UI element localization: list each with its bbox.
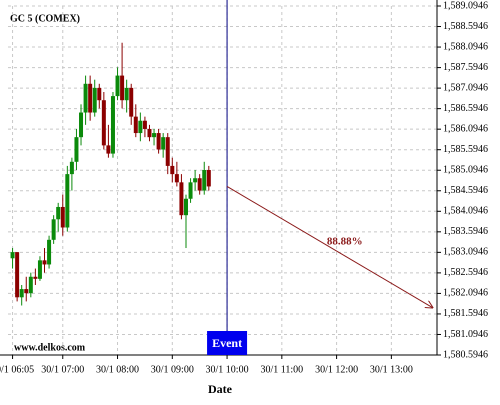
y-tick-label: 1,581.0946 (443, 329, 488, 340)
y-tick-label: 1,589.0946 (443, 0, 488, 11)
x-tick-label: 30/1 07:00 (41, 364, 84, 375)
candle-body (161, 137, 166, 150)
candle-body (156, 133, 161, 150)
candle-body (183, 198, 188, 216)
candle-body (60, 206, 65, 228)
candle-body (165, 137, 170, 166)
candle-body (19, 289, 24, 298)
y-tick-label: 1,584.0946 (443, 206, 488, 217)
candle-body (202, 170, 207, 191)
candle-body (152, 133, 157, 138)
x-tick-label: 30/1 10:00 (206, 364, 249, 375)
x-tick-label: 30/1 13:00 (370, 364, 413, 375)
y-tick-label: 1,583.0946 (443, 247, 488, 258)
x-axis-label: Date (208, 382, 233, 396)
y-tick-label: 1,582.5946 (443, 267, 488, 278)
candle-body (124, 87, 129, 101)
event-box (207, 331, 248, 355)
y-tick-label: 1,587.5946 (443, 62, 488, 73)
candle-body (10, 252, 15, 259)
event-label: Event (212, 336, 242, 350)
candle-body (133, 116, 138, 134)
arrow (226, 186, 432, 307)
candle-body (97, 87, 102, 101)
y-tick-label: 1,585.5946 (443, 144, 488, 155)
y-tick-label: 1,585.0946 (443, 165, 488, 176)
x-tick-label: 30/1 08:00 (96, 364, 139, 375)
candle-body (74, 137, 79, 162)
candle-body (92, 87, 97, 113)
y-tick-label: 1,588.0946 (443, 41, 488, 52)
candle-body (79, 112, 84, 138)
y-tick-label: 1,588.5946 (443, 21, 488, 32)
candle-body (83, 83, 88, 113)
candle-body (33, 276, 38, 279)
y-tick-label: 1,586.5946 (443, 103, 488, 114)
watermark: www.delkos.com (14, 342, 86, 353)
candle-body (37, 260, 42, 279)
candle-body (129, 87, 134, 117)
candle-body (197, 178, 202, 191)
candle-body (101, 100, 106, 146)
candle-body (179, 182, 184, 216)
candle-body (69, 161, 74, 175)
x-tick-label: 30/1 12:00 (315, 364, 358, 375)
candle-body (174, 174, 179, 183)
candle-body (47, 239, 52, 265)
candle-body (15, 252, 20, 298)
candle-body (206, 170, 211, 187)
candle-body (56, 206, 61, 220)
candle-body (120, 75, 125, 101)
candle-body (28, 276, 33, 294)
candle-body (147, 128, 152, 138)
candle-body (110, 96, 115, 154)
candle-body (138, 120, 143, 134)
x-tick-label: 30/1 06:05 (0, 364, 34, 375)
candle-body (24, 289, 29, 294)
x-tick-label: 30/1 09:00 (151, 364, 194, 375)
x-tick-label: 30/1 11:00 (260, 364, 303, 375)
y-tick-label: 1,587.0946 (443, 82, 488, 93)
candle-body (106, 145, 111, 154)
y-tick-label: 1,582.0946 (443, 288, 488, 299)
y-tick-label: 1,584.5946 (443, 185, 488, 196)
candle-body (142, 120, 147, 129)
candle-body (188, 182, 193, 199)
candle-body (42, 260, 47, 265)
candle-body (115, 75, 120, 97)
candle-body (170, 165, 175, 175)
candle-body (88, 83, 93, 113)
candle-body (51, 219, 56, 240)
candle-body (193, 178, 198, 183)
y-tick-label: 1,581.5946 (443, 308, 488, 319)
arrow-label: 88.88% (327, 236, 363, 248)
candle-body (65, 174, 70, 228)
y-tick-label: 1,586.0946 (443, 123, 488, 134)
chart-title: GC 5 (COMEX) (10, 13, 80, 24)
y-tick-label: 1,580.5946 (443, 349, 488, 360)
y-tick-label: 1,583.5946 (443, 226, 488, 237)
